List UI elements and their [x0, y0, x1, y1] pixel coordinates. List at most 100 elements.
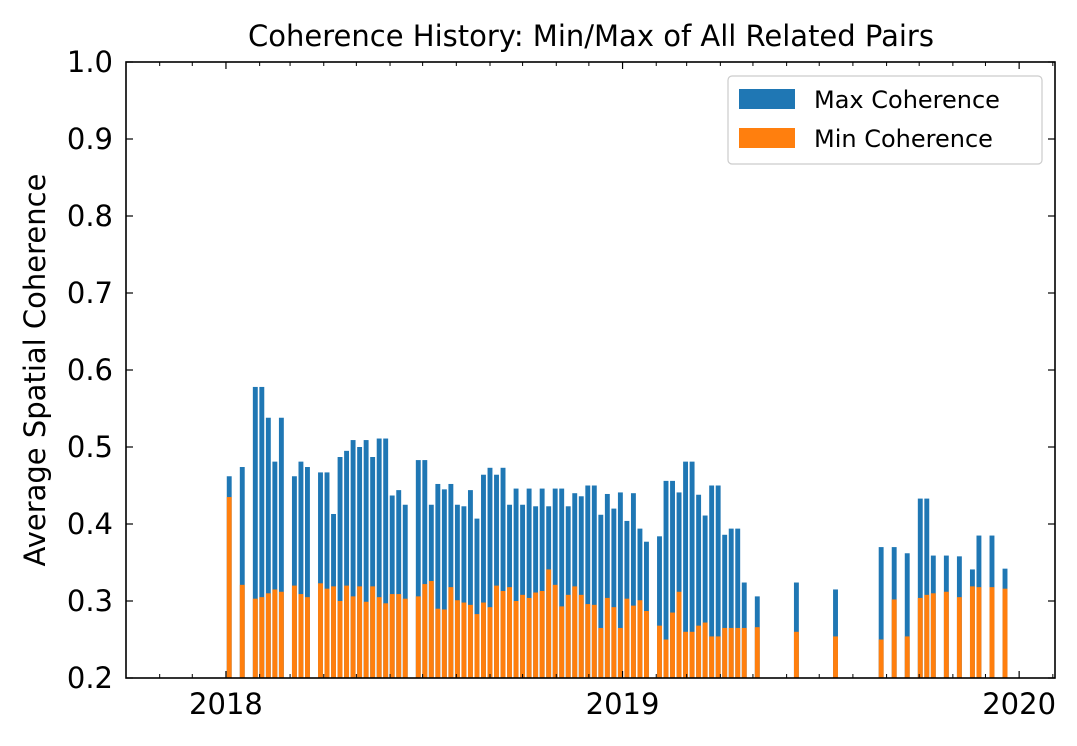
- max-coherence-bar: [657, 536, 662, 678]
- y-axis-label: Average Spatial Coherence: [18, 174, 52, 567]
- max-coherence-bar: [533, 506, 539, 678]
- min-coherence-bar: [252, 598, 258, 678]
- max-coherence-bar: [422, 460, 428, 678]
- max-coherence-bar: [389, 495, 395, 678]
- max-coherence-bar: [291, 476, 297, 678]
- max-coherence-bar: [585, 485, 591, 678]
- min-coherence-bar: [833, 636, 838, 678]
- min-coherence-bar: [402, 598, 408, 678]
- max-coherence-bar: [474, 518, 480, 678]
- min-coherence-bar: [324, 588, 330, 678]
- min-coherence-bar: [239, 584, 245, 678]
- max-coherence-bar: [611, 508, 617, 678]
- min-coherence-bar: [572, 586, 578, 678]
- max-coherence-bar: [630, 493, 636, 678]
- min-coherence-bar: [448, 587, 454, 678]
- y-tick-label: 0.9: [67, 122, 113, 156]
- legend-label-max: Max Coherence: [814, 86, 1000, 114]
- max-coherence-bar: [448, 483, 454, 678]
- min-coherence-bar: [428, 580, 434, 678]
- max-coherence-bar: [298, 461, 304, 678]
- max-coherence-bar: [376, 438, 382, 678]
- plot-frame: [125, 61, 1056, 679]
- max-coherence-bar: [644, 541, 649, 678]
- max-coherence-bar: [461, 506, 467, 678]
- min-coherence-bar: [383, 603, 389, 678]
- min-coherence-bar: [259, 597, 265, 678]
- max-coherence-bar: [917, 498, 923, 678]
- min-coherence-bar: [331, 586, 336, 678]
- min-coherence-bar: [735, 627, 741, 678]
- min-coherence-bar: [494, 585, 499, 678]
- max-coherence-bar: [344, 450, 350, 678]
- min-coherence-bar: [337, 601, 343, 678]
- min-coherence-bar: [676, 591, 682, 678]
- min-coherence-bar: [976, 587, 982, 678]
- max-coherence-bar: [670, 480, 675, 678]
- max-coherence-bar: [402, 504, 408, 678]
- max-coherence-bar: [663, 480, 669, 678]
- max-coherence-bar: [481, 474, 486, 678]
- min-coherence-bar: [657, 625, 662, 678]
- max-coherence-bar: [604, 493, 610, 678]
- max-coherence-bar: [924, 498, 930, 678]
- max-coherence-bar: [572, 493, 578, 678]
- max-coherence-bar: [696, 494, 702, 678]
- max-coherence-bar: [793, 582, 799, 678]
- max-coherence-bar: [513, 488, 519, 678]
- min-coherence-bar: [598, 627, 604, 678]
- min-coherence-bar: [357, 586, 363, 678]
- min-coherence-bar: [454, 600, 460, 678]
- min-coherence-bar: [604, 597, 610, 678]
- min-coherence-bar: [226, 497, 232, 678]
- max-coherence-bar: [709, 485, 715, 678]
- max-coherence-bar: [318, 472, 323, 678]
- max-coherence-bar: [878, 547, 884, 678]
- min-coherence-bar: [559, 606, 565, 678]
- min-coherence-bar: [630, 605, 636, 678]
- max-coherence-bar: [520, 504, 526, 678]
- min-coherence-bar: [318, 583, 323, 678]
- max-coherence-bar: [324, 472, 330, 678]
- bars-layer: [226, 386, 1008, 678]
- max-coherence-bar: [454, 504, 460, 678]
- max-coherence-bar: [370, 457, 376, 678]
- y-tick-label: 0.2: [67, 661, 113, 695]
- min-coherence-bar: [513, 601, 519, 678]
- y-tick-label: 0.4: [67, 507, 113, 541]
- min-coherence-bar: [611, 607, 617, 678]
- min-coherence-bar: [344, 585, 350, 678]
- max-coherence-bar: [272, 461, 278, 678]
- min-coherence-bar: [728, 627, 734, 678]
- min-coherence-bar: [396, 594, 402, 678]
- min-coherence-bar: [370, 586, 376, 678]
- min-coherence-bar: [363, 601, 369, 678]
- min-coherence-bar: [683, 631, 689, 678]
- min-coherence-bar: [481, 602, 486, 678]
- min-coherence-bar: [904, 636, 910, 678]
- x-tick-label: 2018: [189, 687, 263, 721]
- min-coherence-bar: [578, 594, 584, 678]
- x-tick-label: 2019: [586, 687, 660, 721]
- max-coherence-bar: [683, 461, 689, 678]
- max-coherence-bar: [487, 467, 493, 678]
- min-coherence-bar: [591, 604, 597, 678]
- min-coherence-bar: [291, 585, 297, 678]
- min-coherence-bar: [878, 639, 884, 678]
- min-coherence-bar: [467, 604, 473, 678]
- min-coherence-bar: [461, 602, 467, 678]
- min-coherence-bar: [539, 590, 545, 678]
- min-coherence-bar: [265, 593, 271, 678]
- y-tick-label: 0.6: [67, 353, 113, 387]
- legend-swatch-min: [739, 128, 795, 148]
- min-coherence-bar: [552, 584, 558, 678]
- y-tick-label: 0.8: [67, 199, 113, 233]
- legend-box: [727, 75, 1043, 165]
- x-tick-label: 2020: [982, 687, 1056, 721]
- max-coherence-bar: [728, 528, 734, 678]
- min-coherence-bar: [441, 609, 447, 678]
- min-coherence-bar: [585, 604, 591, 678]
- min-coherence-bar: [298, 594, 304, 678]
